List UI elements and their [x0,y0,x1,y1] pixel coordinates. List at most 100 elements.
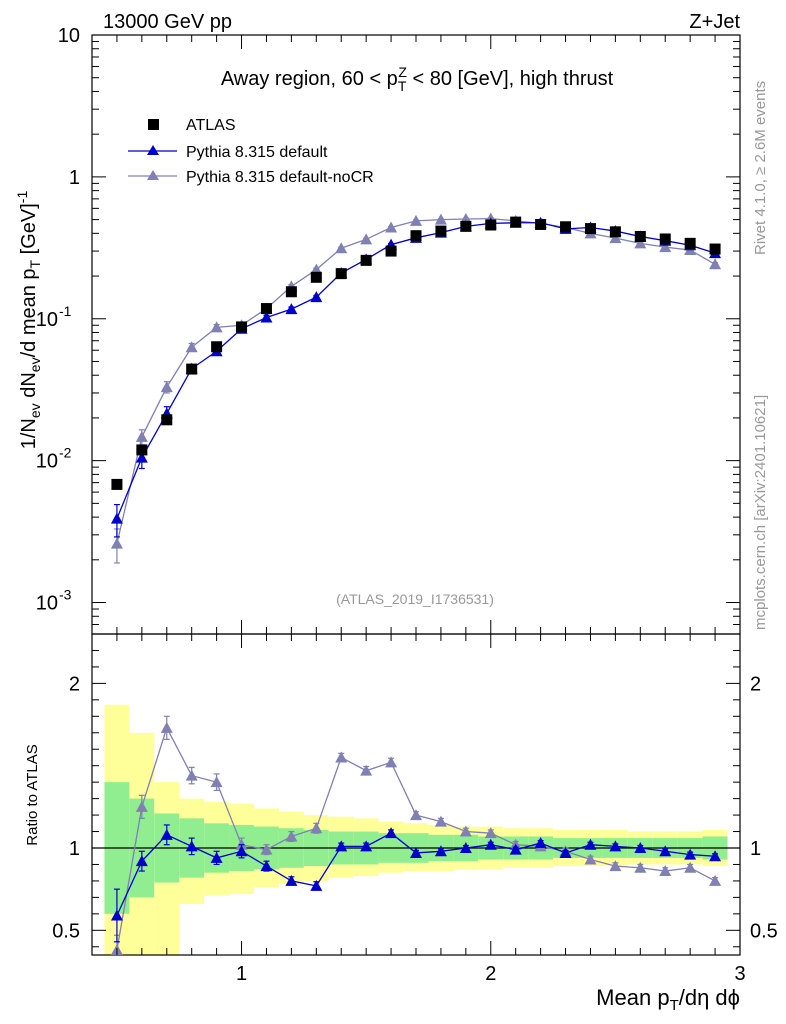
x-axis-label: Mean pT/dη dϕ [596,985,740,1014]
ratio-nocr-series [110,715,722,955]
main-default-point [110,512,123,524]
main-default-point [135,451,148,463]
ratio-default-point [509,843,522,855]
ratio-y-tick-label-left: 0.5 [52,920,80,942]
main-atlas-point [485,219,497,231]
main-atlas-point [460,220,472,232]
main-y-tick-label: 10 [36,309,58,331]
legend-atlas-marker [148,119,159,130]
ratio-nocr-point [434,815,447,827]
ratio-default-point [559,846,572,858]
main-default-point [260,311,273,323]
ratio-default-point [459,842,472,853]
main-atlas-point [335,268,347,280]
main-nocr-point [335,242,348,254]
main-y-axis-label: 1/Nev dNev/d mean pT [GeV]-1 [14,191,43,450]
ratio-nocr-point [360,764,373,776]
ratio-nocr-point [709,874,722,886]
main-atlas-point [659,233,671,245]
main-atlas-point [161,414,173,426]
legend-nocr-label: Pythia 8.315 default-noCR [186,169,374,186]
main-nocr-point [634,237,647,249]
x-tick-label: 3 [734,963,745,985]
ratio-nocr-point [684,861,697,873]
main-atlas-point [584,223,596,235]
ratio-default-point [285,874,298,886]
ratio-default-point [310,879,323,891]
ratio-nocr-point [310,822,323,834]
main-nocr-point [135,430,148,442]
main-atlas-point [709,243,721,255]
x-tick-label: 1 [236,963,247,985]
ratio-y-axis-label: Ratio to ATLAS [24,744,41,845]
ratio-default-point [260,860,273,872]
ratio-nocr-point [584,853,597,865]
main-nocr-point [609,232,622,244]
legend-default-label: Pythia 8.315 default [186,144,328,161]
ratio-nocr-point [609,860,622,872]
main-atlas-point [684,237,696,249]
ratio-nocr-point [285,830,298,842]
ratio-nocr-point [459,825,472,837]
main-nocr-point [185,341,198,353]
header-left-label: 13000 GeV pp [103,11,232,33]
ratio-default-point [534,837,547,849]
ratio-panel: 1 2 30.5 0.51 12 2 [52,633,778,985]
rivet-side-label: Rivet 4.1.0, ≥ 2.6M events [752,81,769,255]
ratio-bands [104,704,728,955]
main-nocr-point [160,381,173,393]
plot-title: Away region, 60 < pTZ < 80 [GeV], high t… [221,64,614,94]
main-nocr-point [410,214,422,226]
main-y-tick-label: 1 [69,167,80,189]
ratio-default-series [110,824,722,943]
ratio-nocr-point [210,776,223,788]
legend: ATLAS Pythia 8.315 default Pythia 8.315 … [128,117,374,186]
ratio-default-point [634,842,647,853]
main-nocr-series [110,212,722,564]
mcplots-side-label: mcplots.cern.ch [arXiv:2401.10621] [752,395,769,630]
main-atlas-point [310,271,322,283]
main-atlas-point [111,478,123,490]
main-y-tick-label: 10 [58,25,80,47]
main-atlas-point [410,230,422,242]
ratio-default-point [659,845,672,857]
ratio-default-point [160,828,173,840]
ratio-default-point [110,909,123,921]
main-y-tick-exponent: -3 [59,587,72,603]
main-atlas-point [560,221,572,233]
main-default-series [110,216,722,538]
main-nocr-point [434,213,447,225]
ratio-y-tick-label-right: 0.5 [750,920,778,942]
main-nocr-point [360,233,373,245]
ratio-y-tick-label-left: 2 [69,673,80,695]
main-atlas-point [634,231,646,243]
main-nocr-point [659,241,672,253]
ratio-nocr-point [634,861,647,873]
main-atlas-point [609,226,621,238]
analysis-watermark: (ATLAS_2019_I1736531) [336,591,494,607]
main-atlas-point [510,216,522,228]
ratio-default-point [135,855,148,867]
ratio-nocr-point [484,827,497,839]
ratio-nocr-point [160,721,173,733]
header-right-label: Z+Jet [689,11,740,33]
main-nocr-point [709,258,722,270]
ratio-frame [91,633,741,956]
ratio-nocr-point [659,865,672,877]
ratio-default-point [584,838,597,850]
ratio-nocr-point [185,769,198,781]
ratio-y-tick-label-left: 1 [69,838,80,860]
main-atlas-point [360,254,372,266]
main-atlas-point [385,245,397,257]
main-y-tick-label: 10 [36,593,58,615]
ratio-default-point [709,850,722,862]
ratio-default-point [335,840,348,852]
ratio-nocr-point [260,843,273,855]
main-default-point [285,303,298,315]
ratio-default-point [609,840,622,852]
main-atlas-point [211,341,223,353]
main-y-tick-label: 10 [36,451,58,473]
ratio-y-tick-label-right: 2 [750,673,761,695]
ratio-default-point [360,840,373,852]
